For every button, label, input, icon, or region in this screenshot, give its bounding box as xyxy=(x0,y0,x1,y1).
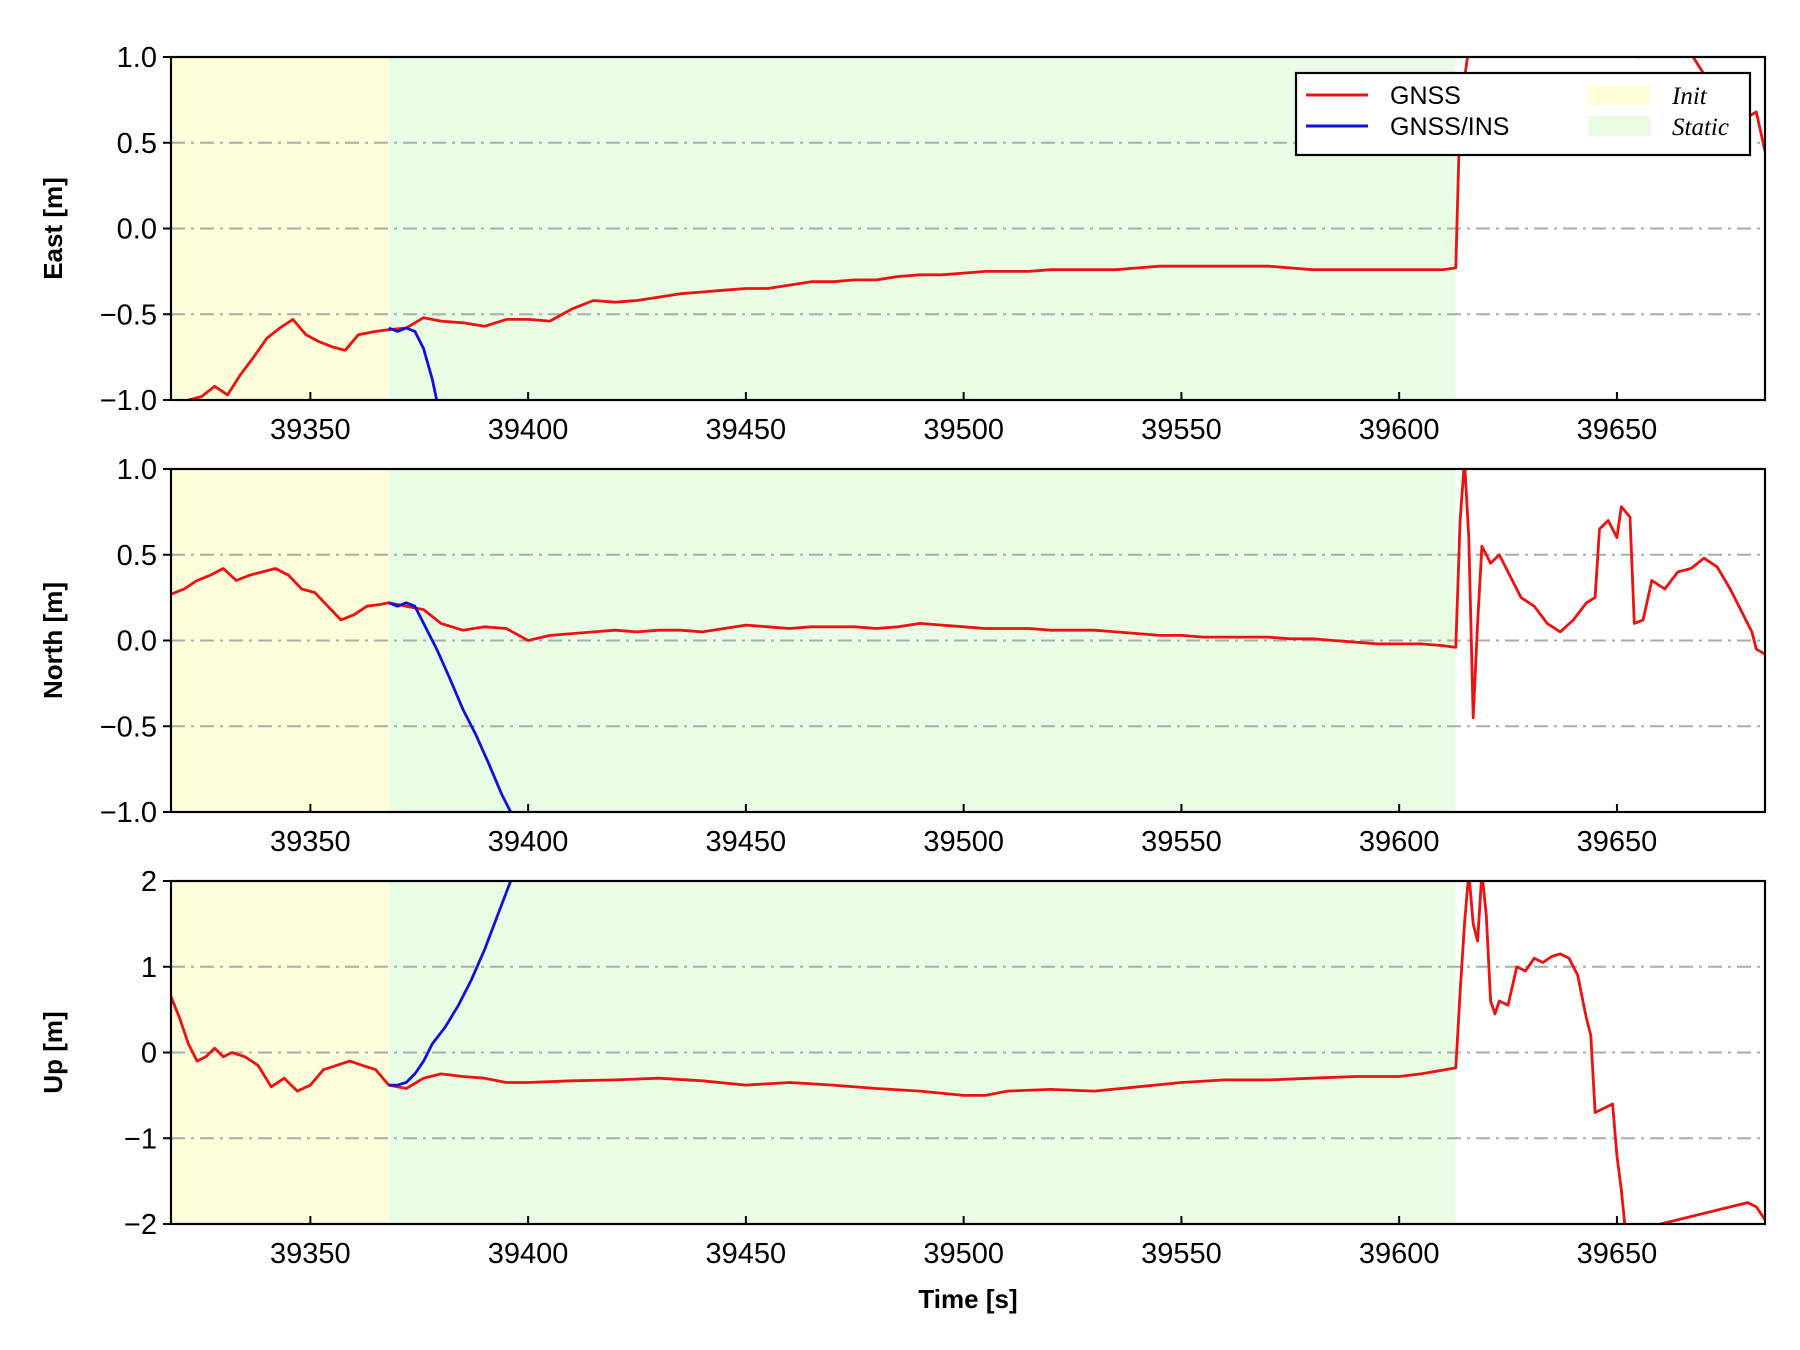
legend-swatch-static xyxy=(1588,116,1650,136)
series-gnss-ins xyxy=(388,881,513,1087)
x-tick-label: 39550 xyxy=(1141,826,1222,858)
y-tick-label: 1.0 xyxy=(117,42,157,74)
x-tick-label: 39600 xyxy=(1359,826,1440,858)
x-tick-label: 39500 xyxy=(923,1238,1004,1270)
legend-label-gnss: GNSS xyxy=(1390,82,1461,110)
y-tick-label: −1.0 xyxy=(100,385,157,417)
y-axis-label: East [m] xyxy=(38,177,68,280)
y-tick-label: 0 xyxy=(141,1038,157,1070)
x-tick-label: 39650 xyxy=(1577,414,1658,446)
legend-swatch-init xyxy=(1588,85,1650,105)
x-tick-label: 39450 xyxy=(706,1238,787,1270)
x-tick-label: 39600 xyxy=(1359,1238,1440,1270)
series-gnss-ins xyxy=(388,326,439,400)
x-tick-label: 39550 xyxy=(1141,1238,1222,1270)
panel-3: −2 −1 0 1 2 39350 39400 39450 39500 39550 39600 396… xyxy=(38,866,1767,1270)
x-tick-label: 39400 xyxy=(488,1238,569,1270)
x-tick-label: 39650 xyxy=(1577,826,1658,858)
legend-label-init: Init xyxy=(1671,83,1708,110)
legend: GNSS GNSS/INS Init Static xyxy=(1294,71,1752,157)
panel-2: −1.0 −0.5 0.0 0.5 1.0 39350 39400 39450 39500 395… xyxy=(38,454,1767,858)
y-tick-label: −2 xyxy=(124,1209,157,1241)
y-axis-label: Up [m] xyxy=(38,1011,68,1093)
y-tick-label: 0.5 xyxy=(117,540,157,572)
y-tick-label: 1 xyxy=(141,952,157,984)
series-gnss xyxy=(171,469,1765,720)
x-tick-label: 39600 xyxy=(1359,414,1440,446)
y-tick-label: 1.0 xyxy=(117,454,157,486)
series-gnss xyxy=(171,881,1765,1224)
y-tick-label: 0.5 xyxy=(117,128,157,160)
x-tick-label: 39550 xyxy=(1141,414,1222,446)
x-tick-label: 39650 xyxy=(1577,1238,1658,1270)
series-gnss xyxy=(188,57,1765,400)
x-tick-label: 39350 xyxy=(270,826,351,858)
legend-box xyxy=(1294,71,1752,157)
y-tick-label: −0.5 xyxy=(100,711,157,743)
x-axis-label: Time [s] xyxy=(918,1284,1017,1314)
x-tick-label: 39450 xyxy=(706,826,787,858)
x-tick-label: 39350 xyxy=(270,414,351,446)
y-axis-label: North [m] xyxy=(38,582,68,699)
y-tick-label: 0.0 xyxy=(117,214,157,246)
x-tick-label: 39500 xyxy=(923,414,1004,446)
series-gnss-ins xyxy=(388,601,512,812)
y-tick-label: −1.0 xyxy=(100,797,157,829)
legend-label-gnss-ins: GNSS/INS xyxy=(1390,113,1509,141)
x-tick-label: 39450 xyxy=(706,414,787,446)
y-tick-label: 2 xyxy=(141,866,157,898)
x-tick-label: 39350 xyxy=(270,1238,351,1270)
y-tick-label: −1 xyxy=(124,1123,157,1155)
x-tick-label: 39400 xyxy=(488,826,569,858)
x-tick-label: 39500 xyxy=(923,826,1004,858)
y-tick-label: −0.5 xyxy=(100,299,157,331)
legend-label-static: Static xyxy=(1672,114,1729,141)
y-tick-label: 0.0 xyxy=(117,626,157,658)
panel-1: −1.0 −0.5 0.0 0.5 1.0 39350 39400 39450 39500 395… xyxy=(38,42,1767,446)
x-tick-label: 39400 xyxy=(488,414,569,446)
